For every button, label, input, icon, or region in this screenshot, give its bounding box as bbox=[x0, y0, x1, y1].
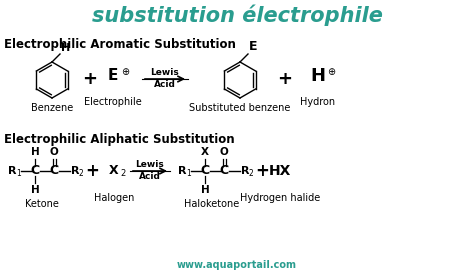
Text: 1: 1 bbox=[16, 169, 21, 177]
Text: Hydron: Hydron bbox=[301, 97, 336, 107]
Text: Electrophile: Electrophile bbox=[84, 97, 142, 107]
Text: Ketone: Ketone bbox=[25, 199, 59, 209]
Text: R: R bbox=[71, 166, 80, 176]
Text: +: + bbox=[277, 70, 292, 88]
Text: C: C bbox=[201, 164, 210, 177]
Text: Electrophilic Aromatic Substitution: Electrophilic Aromatic Substitution bbox=[4, 38, 236, 51]
Text: Acid: Acid bbox=[139, 172, 161, 181]
Text: H: H bbox=[310, 67, 326, 85]
Text: Substituted benzene: Substituted benzene bbox=[189, 103, 291, 113]
Text: C: C bbox=[219, 164, 228, 177]
Text: E: E bbox=[249, 40, 257, 53]
Text: Hydrogen halide: Hydrogen halide bbox=[240, 193, 320, 203]
Text: ⊕: ⊕ bbox=[121, 67, 129, 77]
Text: Halogen: Halogen bbox=[94, 193, 134, 203]
Text: +: + bbox=[255, 162, 269, 180]
Text: R: R bbox=[8, 166, 17, 176]
Text: H: H bbox=[31, 185, 39, 195]
Text: R: R bbox=[241, 166, 249, 176]
Text: 2: 2 bbox=[120, 169, 125, 179]
Text: substitution électrophile: substitution électrophile bbox=[91, 4, 383, 25]
Text: O: O bbox=[50, 147, 58, 157]
Text: Electrophilic Aliphatic Substitution: Electrophilic Aliphatic Substitution bbox=[4, 133, 235, 146]
Text: O: O bbox=[219, 147, 228, 157]
Text: +: + bbox=[82, 70, 98, 88]
Text: Lewis: Lewis bbox=[136, 160, 164, 169]
Text: C: C bbox=[49, 164, 59, 177]
Text: H: H bbox=[31, 147, 39, 157]
Text: www.aquaportail.com: www.aquaportail.com bbox=[177, 260, 297, 270]
Text: ⊕: ⊕ bbox=[327, 67, 335, 77]
Text: X: X bbox=[109, 164, 119, 177]
Text: 2: 2 bbox=[249, 169, 254, 177]
Text: R: R bbox=[178, 166, 186, 176]
Text: X: X bbox=[201, 147, 209, 157]
Text: +: + bbox=[85, 162, 99, 180]
Text: HX: HX bbox=[269, 164, 291, 178]
Text: H: H bbox=[61, 43, 70, 53]
Text: E: E bbox=[108, 68, 118, 84]
Text: 1: 1 bbox=[186, 169, 191, 177]
Text: Haloketone: Haloketone bbox=[184, 199, 240, 209]
Text: 2: 2 bbox=[79, 169, 84, 177]
Text: C: C bbox=[30, 164, 39, 177]
Text: Acid: Acid bbox=[154, 80, 176, 89]
Text: Lewis: Lewis bbox=[151, 68, 179, 77]
Text: Benzene: Benzene bbox=[31, 103, 73, 113]
Text: H: H bbox=[201, 185, 210, 195]
